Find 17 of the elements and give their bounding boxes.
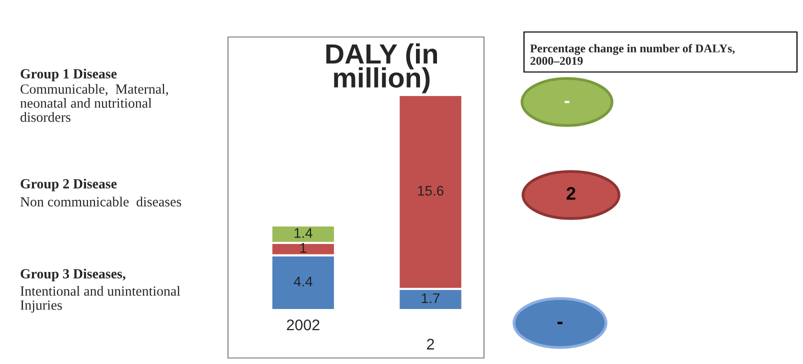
data-label: 15.6 [418,186,444,196]
data-label: 4.4 [294,276,312,286]
x-tick-label: 2002 [286,320,320,330]
text: Group 3 Diseases, [20,268,126,282]
text: Group 1 Disease [20,68,117,82]
data-label: 1 [300,243,306,253]
data-label: 1.7 [422,293,440,304]
text: Intentional and unintentional Injuries [20,286,180,313]
text: - [558,322,562,324]
data-label: 1.4 [294,228,312,238]
text: - [564,100,570,104]
text: Group 2 Disease [20,178,117,192]
text: Communicable, Maternal, neonatal and nutritional disorders [20,84,168,122]
text: Percentage change in number of DALYs, 2000–2019 [530,44,735,65]
text: 2 [566,187,576,200]
text: Non communicable diseases [20,196,182,206]
chart-title: DALY (in million) [326,43,438,94]
